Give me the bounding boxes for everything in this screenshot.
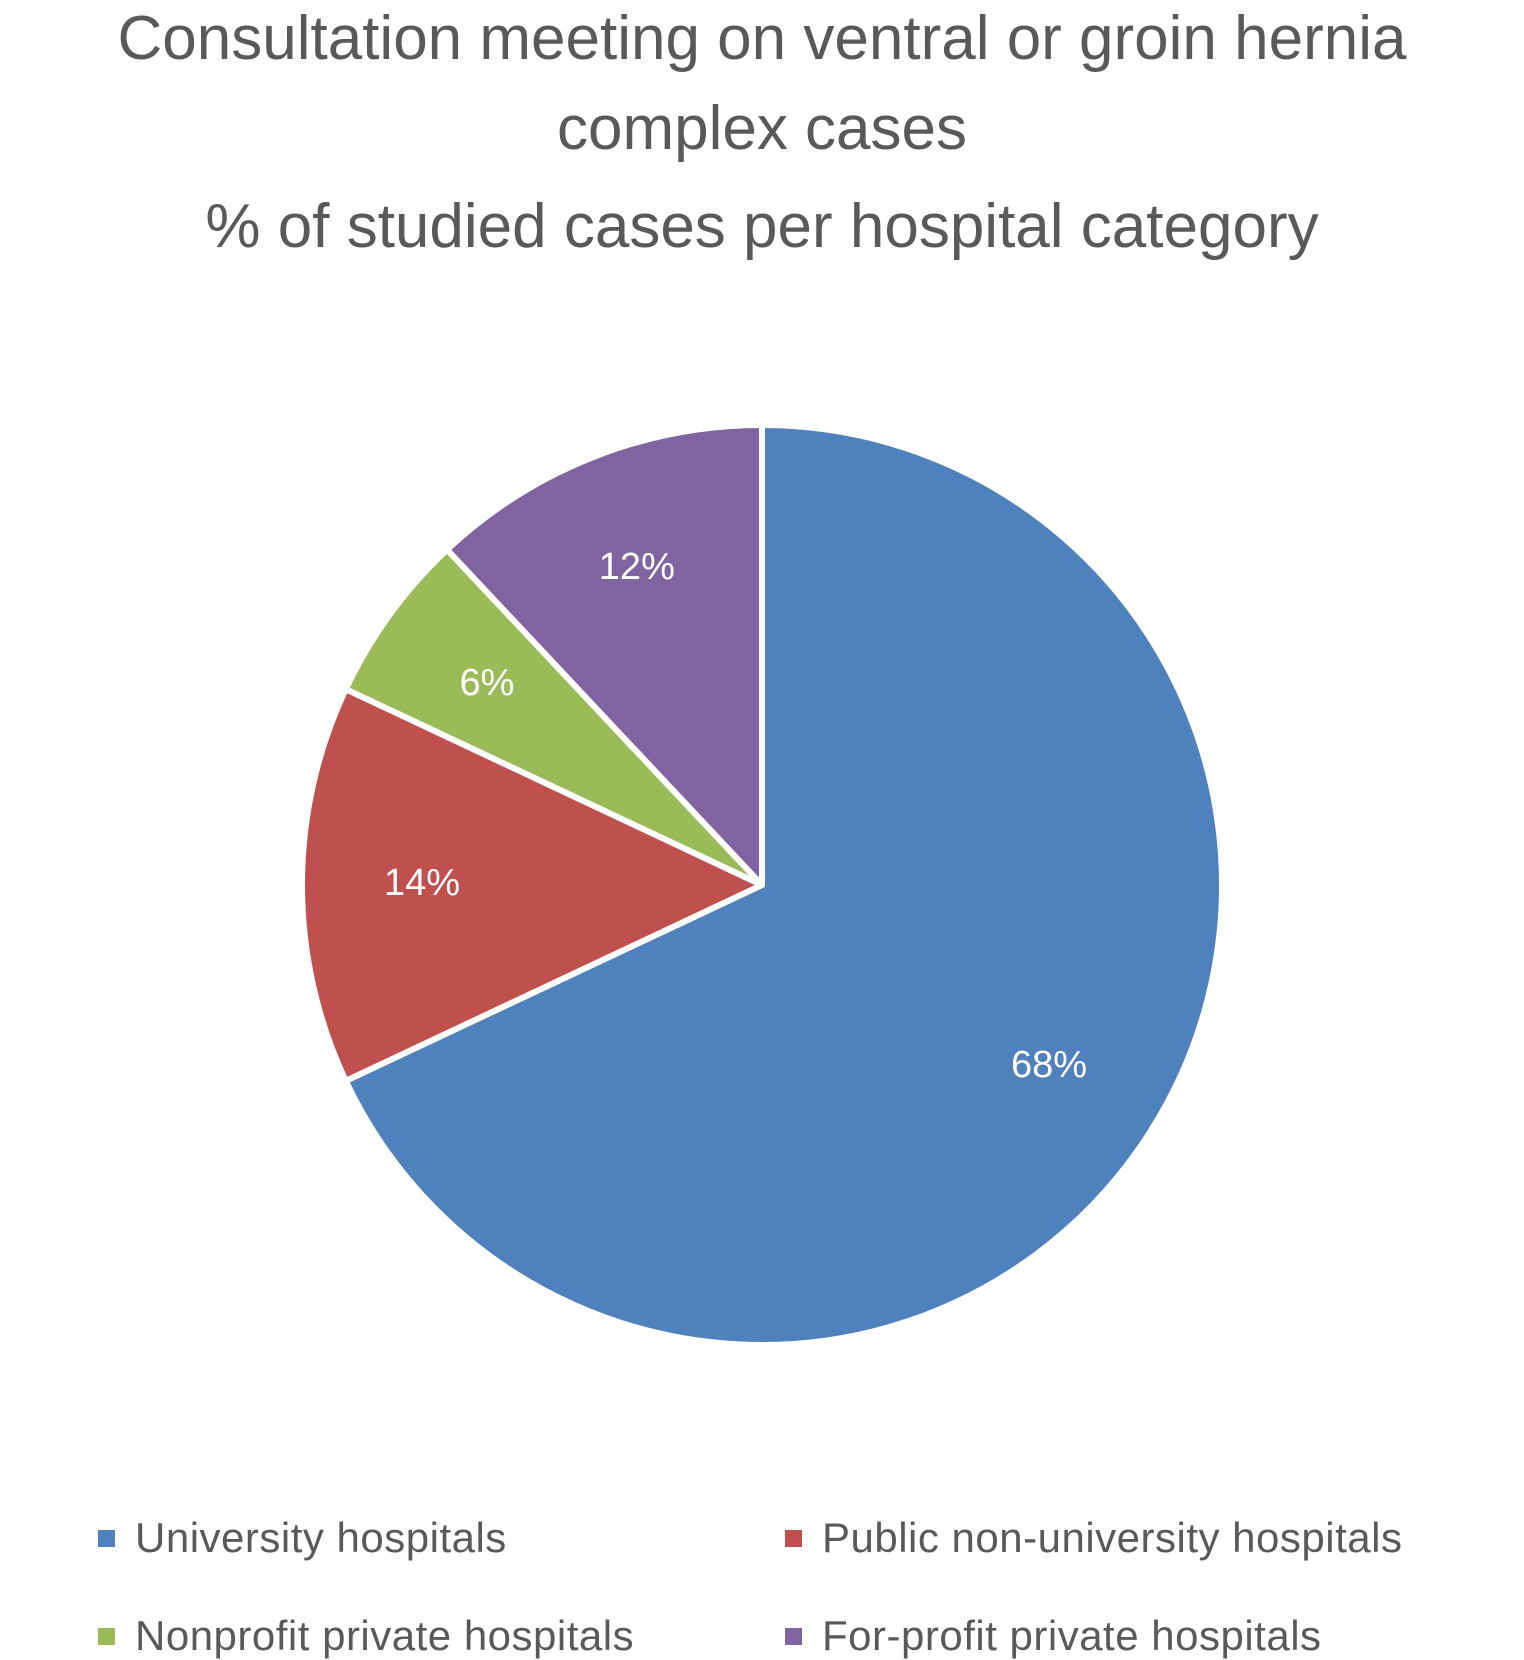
legend-item-university-hospitals: University hospitals xyxy=(98,1514,507,1562)
chart-subtitle: % of studied cases per hospital category xyxy=(205,192,1319,261)
legend-item-nonprofit-private-hospitals: Nonprofit private hospitals xyxy=(98,1612,634,1660)
legend-swatch-for-profit-private-hospitals xyxy=(785,1627,802,1645)
chart-legend: University hospitals Public non-universi… xyxy=(0,1500,1524,1660)
legend-label-public-non-university-hospitals: Public non-university hospitals xyxy=(822,1514,1403,1561)
pie-slice-university-hospitals xyxy=(342,422,1225,1348)
data-label-university-hospitals: 68% xyxy=(1011,1044,1087,1086)
legend-swatch-university-hospitals xyxy=(98,1529,115,1547)
pie-slice-for-profit-private-hospitals xyxy=(444,422,765,888)
legend-swatch-nonprofit-private-hospitals xyxy=(98,1627,115,1645)
legend-label-for-profit-private-hospitals: For-profit private hospitals xyxy=(822,1612,1322,1659)
data-label-nonprofit-private-hospitals: 6% xyxy=(459,662,514,704)
data-label-for-profit-private-hospitals: 12% xyxy=(599,546,675,588)
legend-label-nonprofit-private-hospitals: Nonprofit private hospitals xyxy=(135,1612,635,1659)
legend-label-university-hospitals: University hospitals xyxy=(135,1514,507,1561)
pie-slice-nonprofit-private-hospitals xyxy=(342,546,765,888)
pie-slice-public-non-university-hospitals xyxy=(299,686,765,1084)
data-label-public-non-university-hospitals: 14% xyxy=(384,862,460,904)
legend-swatch-public-non-university-hospitals xyxy=(785,1529,802,1547)
legend-item-public-non-university-hospitals: Public non-university hospitals xyxy=(785,1514,1402,1562)
chart-title-line-2: complex cases xyxy=(556,94,968,163)
legend-item-for-profit-private-hospitals: For-profit private hospitals xyxy=(785,1612,1322,1660)
chart-title-line-1: Consultation meeting on ventral or groin… xyxy=(117,4,1407,73)
